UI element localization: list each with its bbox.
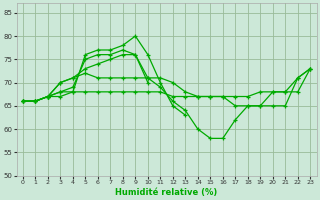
X-axis label: Humidité relative (%): Humidité relative (%) bbox=[116, 188, 218, 197]
